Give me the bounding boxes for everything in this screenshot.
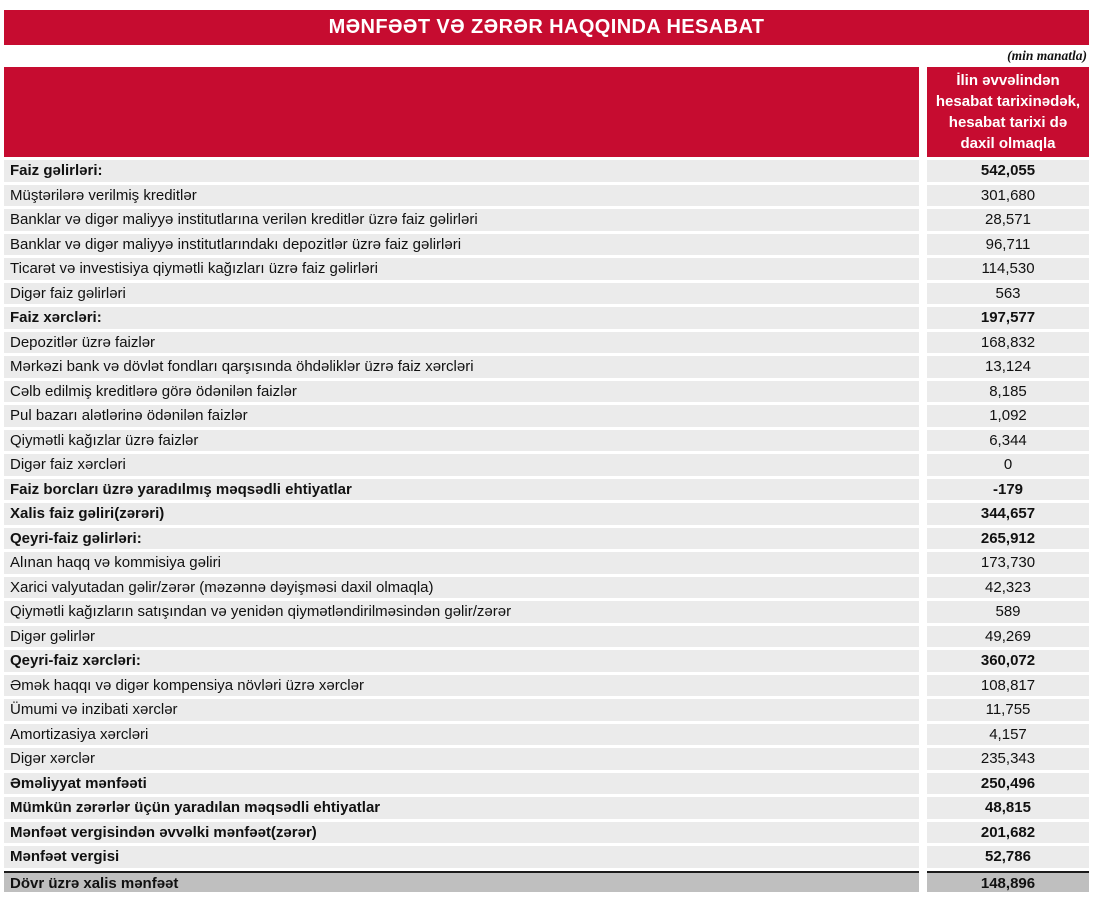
row-label: Mənfəət vergisi xyxy=(4,846,919,868)
row-value: 542,055 xyxy=(927,160,1089,182)
row-value: 4,157 xyxy=(927,723,1089,745)
table-row: Əməliyyat mənfəəti 250,496 xyxy=(4,772,1089,794)
row-label: Qeyri-faiz xərcləri: xyxy=(4,650,919,672)
table-row: Qeyri-faiz xərcləri: 360,072 xyxy=(4,650,1089,672)
row-label: Digər gəlirlər xyxy=(4,625,919,647)
row-value: 235,343 xyxy=(927,748,1089,770)
row-label: Mümkün zərərlər üçün yaradılan məqsədli … xyxy=(4,797,919,819)
row-label: Digər xərclər xyxy=(4,748,919,770)
row-label: Xalis faiz gəliri(zərəri) xyxy=(4,503,919,525)
table-row: Banklar və digər maliyyə institutlarına … xyxy=(4,209,1089,231)
table-row: Mənfəət vergisi 52,786 xyxy=(4,846,1089,868)
row-label: Əmək haqqı və digər kompensiya növləri ü… xyxy=(4,674,919,696)
row-label: Banklar və digər maliyyə institutlarında… xyxy=(4,233,919,255)
report-title-bar: MƏNFƏƏT VƏ ZƏRƏR HAQQINDA HESABAT xyxy=(4,10,1089,45)
table-row: Mərkəzi bank və dövlət fondları qarşısın… xyxy=(4,356,1089,378)
row-label: Qiymətli kağızların satışından və yenidə… xyxy=(4,601,919,623)
report-title: MƏNFƏƏT VƏ ZƏRƏR HAQQINDA HESABAT xyxy=(328,16,765,38)
row-value: 114,530 xyxy=(927,258,1089,280)
row-label: Digər faiz xərcləri xyxy=(4,454,919,476)
row-value: 201,682 xyxy=(927,821,1089,843)
table-row: Digər gəlirlər 49,269 xyxy=(4,625,1089,647)
table-row: Mənfəət vergisindən əvvəlki mənfəət(zərə… xyxy=(4,821,1089,843)
table-row: Mümkün zərərlər üçün yaradılan məqsədli … xyxy=(4,797,1089,819)
table-row: Digər xərclər 235,343 xyxy=(4,748,1089,770)
table-row: Banklar və digər maliyyə institutlarında… xyxy=(4,233,1089,255)
table-row: Xalis faiz gəliri(zərəri) 344,657 xyxy=(4,503,1089,525)
table-row: Qiymətli kağızların satışından və yenidə… xyxy=(4,601,1089,623)
table-row: Qiymətli kağızlar üzrə faizlər 6,344 xyxy=(4,429,1089,451)
row-label: Faiz borcları üzrə yaradılmış məqsədli e… xyxy=(4,478,919,500)
row-label: Müştərilərə verilmiş kreditlər xyxy=(4,184,919,206)
row-value: 0 xyxy=(927,454,1089,476)
table-row: Faiz borcları üzrə yaradılmış məqsədli e… xyxy=(4,478,1089,500)
table-row: Müştərilərə verilmiş kreditlər 301,680 xyxy=(4,184,1089,206)
row-value: 168,832 xyxy=(927,331,1089,353)
row-value: 108,817 xyxy=(927,674,1089,696)
row-value: 8,185 xyxy=(927,380,1089,402)
row-value: 1,092 xyxy=(927,405,1089,427)
table-row: Ticarət və investisiya qiymətli kağızlar… xyxy=(4,258,1089,280)
row-label: Ticarət və investisiya qiymətli kağızlar… xyxy=(4,258,919,280)
row-value: 250,496 xyxy=(927,772,1089,794)
table-row: Xarici valyutadan gəlir/zərər (məzənnə d… xyxy=(4,576,1089,598)
table-body: Faiz gəlirləri: 542,055 Müştərilərə veri… xyxy=(4,160,1089,892)
row-label: Depozitlər üzrə faizlər xyxy=(4,331,919,353)
profit-loss-table: İlin əvvəlindən hesabat tarixinədək, hes… xyxy=(4,67,1089,892)
table-row: Cəlb edilmiş kreditlərə görə ödənilən fa… xyxy=(4,380,1089,402)
table-row: Əmək haqqı və digər kompensiya növləri ü… xyxy=(4,674,1089,696)
row-value: 148,896 xyxy=(927,870,1089,892)
row-value: 96,711 xyxy=(927,233,1089,255)
row-label: Banklar və digər maliyyə institutlarına … xyxy=(4,209,919,231)
row-label: Digər faiz gəlirləri xyxy=(4,282,919,304)
row-value: 589 xyxy=(927,601,1089,623)
row-value: 52,786 xyxy=(927,846,1089,868)
table-row: Amortizasiya xərcləri 4,157 xyxy=(4,723,1089,745)
row-value: 11,755 xyxy=(927,699,1089,721)
table-row: Ümumi və inzibati xərclər 11,755 xyxy=(4,699,1089,721)
row-label: Qiymətli kağızlar üzrə faizlər xyxy=(4,429,919,451)
header-period-cell: İlin əvvəlindən hesabat tarixinədək, hes… xyxy=(927,67,1089,157)
row-value: 563 xyxy=(927,282,1089,304)
row-label: Xarici valyutadan gəlir/zərər (məzənnə d… xyxy=(4,576,919,598)
row-value: 28,571 xyxy=(927,209,1089,231)
table-row: Faiz xərcləri: 197,577 xyxy=(4,307,1089,329)
row-label: Qeyri-faiz gəlirləri: xyxy=(4,527,919,549)
table-row: Qeyri-faiz gəlirləri: 265,912 xyxy=(4,527,1089,549)
row-label: Alınan haqq və kommisiya gəliri xyxy=(4,552,919,574)
row-value: 49,269 xyxy=(927,625,1089,647)
row-label: Ümumi və inzibati xərclər xyxy=(4,699,919,721)
row-value: -179 xyxy=(927,478,1089,500)
table-row: Digər faiz gəlirləri 563 xyxy=(4,282,1089,304)
row-value: 360,072 xyxy=(927,650,1089,672)
row-label: Dövr üzrə xalis mənfəət xyxy=(4,870,919,892)
row-label: Faiz xərcləri: xyxy=(4,307,919,329)
row-value: 48,815 xyxy=(927,797,1089,819)
units-note: (min manatla) xyxy=(1007,48,1087,63)
table-row: Digər faiz xərcləri 0 xyxy=(4,454,1089,476)
table-header-row: İlin əvvəlindən hesabat tarixinədək, hes… xyxy=(4,67,1089,157)
row-label: Faiz gəlirləri: xyxy=(4,160,919,182)
row-value: 265,912 xyxy=(927,527,1089,549)
row-value: 173,730 xyxy=(927,552,1089,574)
row-value: 6,344 xyxy=(927,429,1089,451)
row-value: 13,124 xyxy=(927,356,1089,378)
table-row: Pul bazarı alətlərinə ödənilən faizlər 1… xyxy=(4,405,1089,427)
table-row: Alınan haqq və kommisiya gəliri 173,730 xyxy=(4,552,1089,574)
row-label: Əməliyyat mənfəəti xyxy=(4,772,919,794)
row-label: Pul bazarı alətlərinə ödənilən faizlər xyxy=(4,405,919,427)
row-value: 301,680 xyxy=(927,184,1089,206)
row-value: 42,323 xyxy=(927,576,1089,598)
header-description-cell xyxy=(4,67,919,157)
row-label: Mənfəət vergisindən əvvəlki mənfəət(zərə… xyxy=(4,821,919,843)
table-row: Faiz gəlirləri: 542,055 xyxy=(4,160,1089,182)
table-row: Dövr üzrə xalis mənfəət 148,896 xyxy=(4,870,1089,892)
row-label: Amortizasiya xərcləri xyxy=(4,723,919,745)
row-label: Mərkəzi bank və dövlət fondları qarşısın… xyxy=(4,356,919,378)
row-value: 197,577 xyxy=(927,307,1089,329)
row-value: 344,657 xyxy=(927,503,1089,525)
table-row: Depozitlər üzrə faizlər 168,832 xyxy=(4,331,1089,353)
row-label: Cəlb edilmiş kreditlərə görə ödənilən fa… xyxy=(4,380,919,402)
